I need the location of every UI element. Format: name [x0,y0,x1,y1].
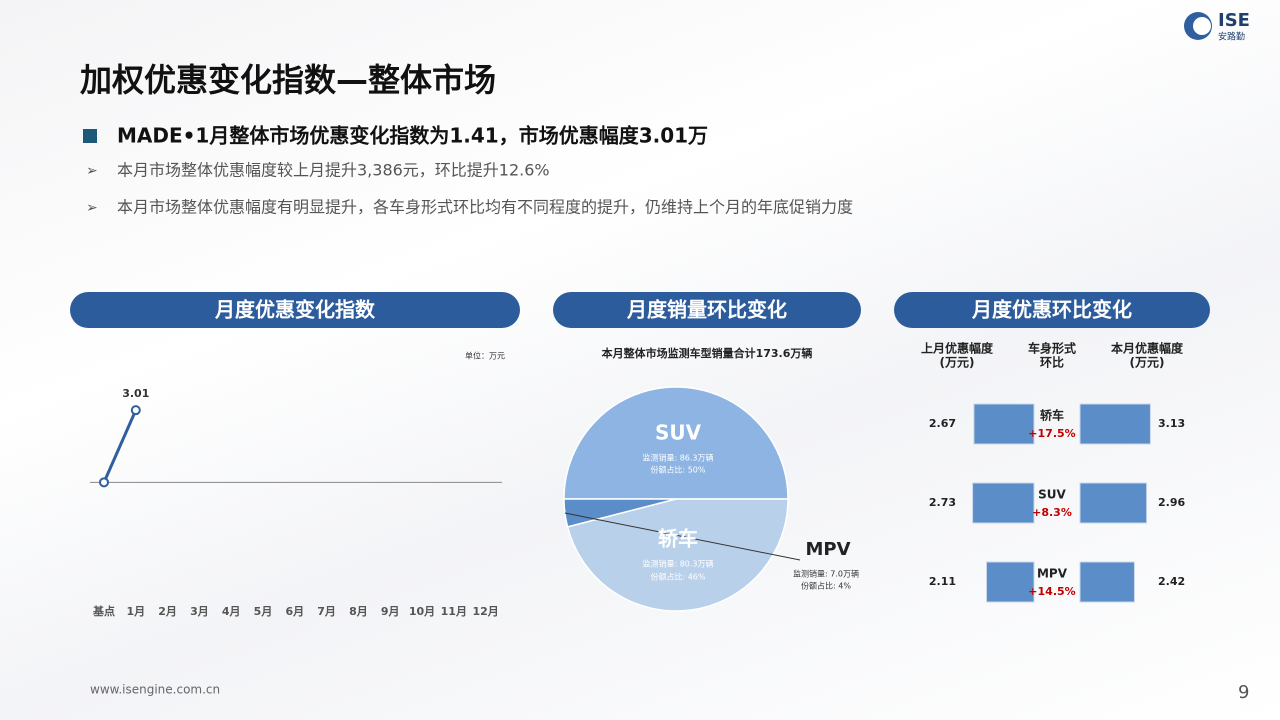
section-pill [70,292,520,328]
column-header: 上月优惠幅度 [921,341,994,356]
logo-text: ISE [1218,10,1250,31]
value-label: 2.96 [1158,496,1185,509]
bar [986,561,1035,603]
column-header: 本月优惠幅度 [1111,341,1184,356]
share-label: 份额占比: 46% [650,572,705,582]
share-label: 份额占比: 50% [650,465,705,475]
x-tick-label: 4月 [222,605,241,618]
slice-name: 轿车 [658,527,698,551]
headline: MADE•1月整体市场优惠变化指数为1.41，市场优惠幅度3.01万 [117,124,708,148]
column-header: (万元) [1130,356,1165,370]
value-label: 2.11 [929,575,956,588]
x-tick-label: 1月 [126,605,145,618]
value-label: 3.13 [1158,417,1185,430]
volume-label: 监测销量: 80.3万辆 [642,559,713,569]
x-tick-label: 3月 [190,605,209,618]
value-label: 2.73 [929,496,956,509]
column-header: 环比 [1040,355,1064,370]
data-label: 3.01 [122,387,149,400]
value-label: 2.42 [1158,575,1185,588]
share-label: 份额占比: 4% [801,581,851,591]
x-tick-label: 2月 [158,605,177,618]
logo-icon-inner [1193,17,1211,35]
bullet: 本月市场整体优惠幅度较上月提升3,386元，环比提升12.6% [117,161,550,180]
change-label: +14.5% [1028,585,1075,598]
pie-slice [563,386,789,500]
category-label: SUV [1038,488,1066,502]
column-header: (万元) [940,356,975,370]
bullet: 本月市场整体优惠幅度有明显提升，各车身形式环比均有不同程度的提升，仍维持上个月的… [117,198,853,217]
x-tick-label: 12月 [472,605,498,618]
slice-name: MPV [805,539,850,560]
pie-subtitle: 本月整体市场监测车型销量合计173.6万辆 [602,346,813,360]
bullet-arrow: ➢ [86,200,98,216]
category-label: MPV [1037,567,1068,581]
headline-square [83,129,97,143]
value-label: 2.67 [929,417,956,430]
bar [1079,561,1135,603]
x-tick-label: 基点 [92,604,115,618]
x-tick-label: 10月 [409,605,435,618]
x-tick-label: 9月 [381,605,400,618]
slice-name: SUV [655,421,702,445]
x-tick-label: 8月 [349,605,368,618]
volume-label: 监测销量: 7.0万辆 [793,569,859,579]
x-tick-label: 7月 [317,605,336,618]
change-label: +17.5% [1028,427,1075,440]
column-header: 车身形式 [1028,341,1076,356]
x-tick-label: 11月 [441,605,467,618]
x-tick-label: 5月 [254,605,273,618]
section-title: 月度优惠变化指数 [214,298,376,322]
leader-line [564,512,801,561]
section-pill [894,292,1210,328]
page-number: 9 [1238,682,1249,703]
x-tick-label: 6月 [285,605,304,618]
bar [1079,482,1148,524]
change-label: +8.3% [1032,506,1072,519]
bar [973,403,1035,445]
bullet-arrow: ➢ [86,163,98,179]
volume-label: 监测销量: 86.3万辆 [642,453,713,463]
section-title: 月度销量环比变化 [626,298,787,322]
logo-sub: 安路勤 [1218,31,1245,43]
bar [972,482,1035,524]
bar [1079,403,1151,445]
unit-label: 单位：万元 [465,351,505,361]
category-label: 轿车 [1040,408,1064,423]
section-pill [553,292,861,328]
line [102,409,138,483]
section-title: 月度优惠环比变化 [971,298,1132,322]
point [130,405,141,416]
slide-title: 加权优惠变化指数—整体市场 [80,61,496,99]
pie-slice [566,498,789,612]
point [99,477,109,488]
footer-url: www.isengine.com.cn [90,683,220,697]
